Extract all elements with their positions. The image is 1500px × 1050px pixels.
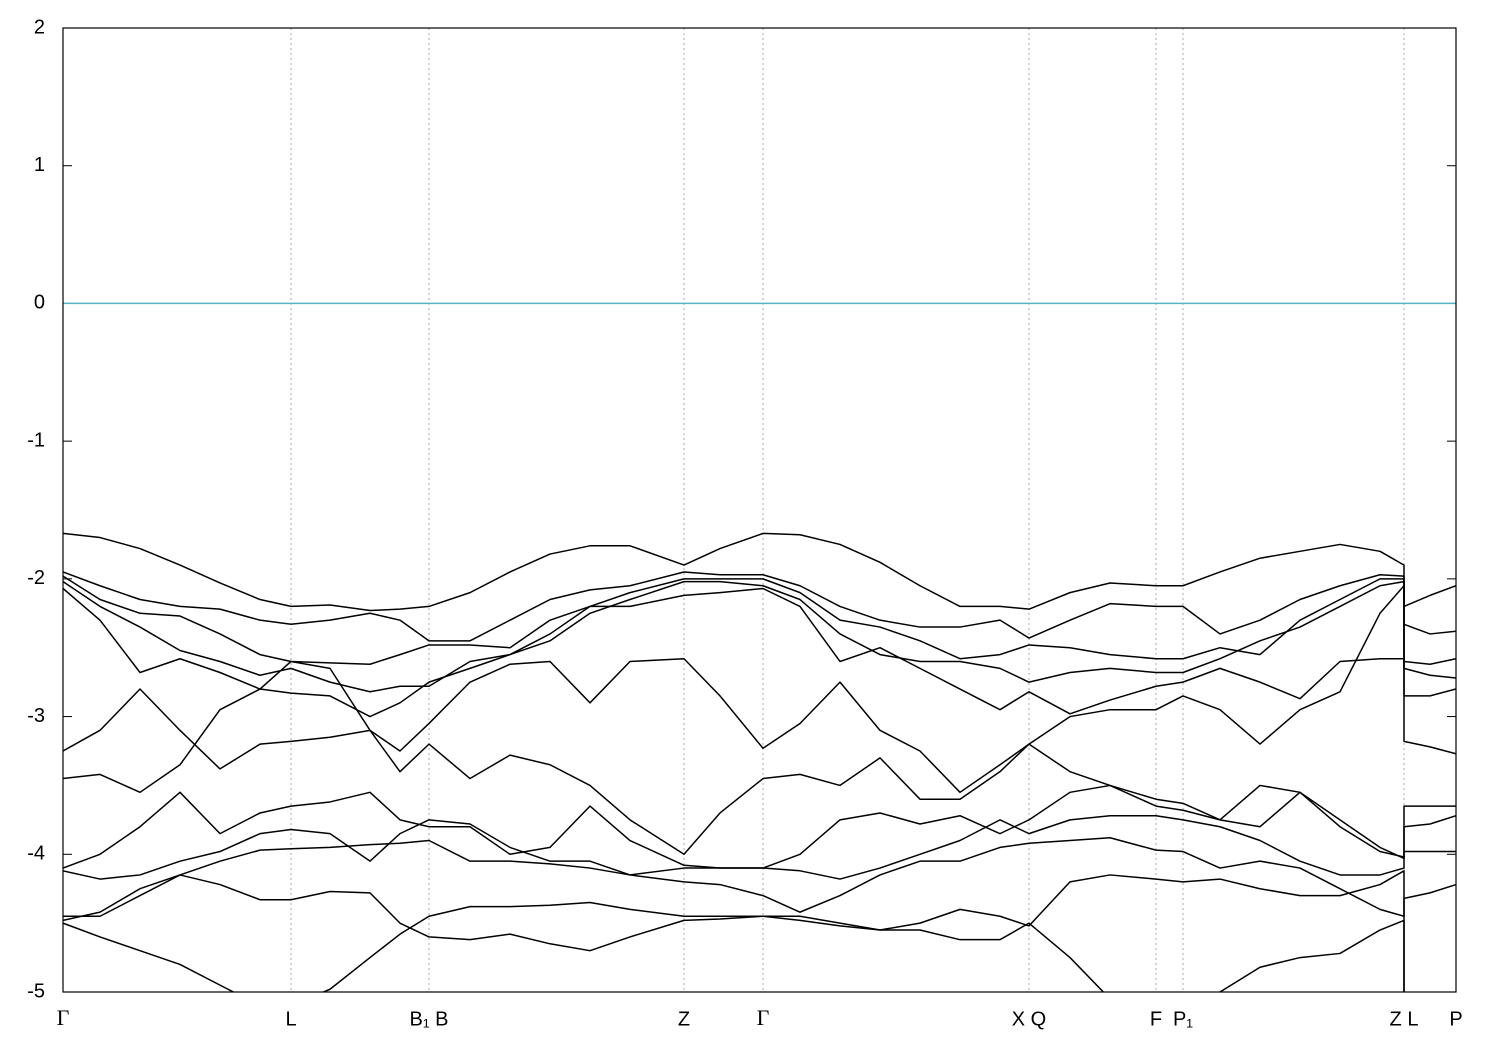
band-line bbox=[63, 532, 1456, 612]
band-line bbox=[63, 837, 1456, 918]
y-tick-label: 2 bbox=[34, 16, 45, 38]
x-tick-label: P bbox=[1449, 1008, 1462, 1030]
x-tick-label: B₁ B bbox=[410, 1008, 449, 1030]
x-tick-label: Γ bbox=[757, 1005, 770, 1030]
x-tick-label: Z L bbox=[1390, 1008, 1419, 1030]
band-line bbox=[63, 580, 1456, 693]
band-line bbox=[63, 784, 1456, 869]
y-tick-label: -1 bbox=[27, 429, 45, 451]
x-tick-label: L bbox=[285, 1008, 296, 1030]
x-tick-label: Γ bbox=[57, 1005, 70, 1030]
y-tick-label: -3 bbox=[27, 705, 45, 727]
plot-frame bbox=[62, 27, 1457, 993]
y-tick-label: 1 bbox=[34, 154, 45, 176]
plot-area bbox=[63, 532, 1456, 992]
band-line bbox=[63, 587, 1456, 718]
x-tick-label: F bbox=[1150, 1008, 1162, 1030]
y-tick-label: -2 bbox=[27, 567, 45, 589]
x-tick-label: P₁ bbox=[1173, 1008, 1193, 1030]
x-tick-label: X Q bbox=[1012, 1008, 1046, 1030]
band-line bbox=[63, 660, 1456, 858]
band-line bbox=[63, 814, 1456, 880]
x-tick-label: Z bbox=[678, 1008, 690, 1030]
band-line bbox=[63, 571, 1456, 642]
y-tick-label: 0 bbox=[34, 292, 45, 314]
band-line bbox=[63, 584, 1456, 794]
y-tick-label: -5 bbox=[27, 980, 45, 1002]
y-tick-label: -4 bbox=[27, 843, 45, 865]
band-line bbox=[63, 901, 1405, 992]
band-line bbox=[63, 870, 1405, 992]
